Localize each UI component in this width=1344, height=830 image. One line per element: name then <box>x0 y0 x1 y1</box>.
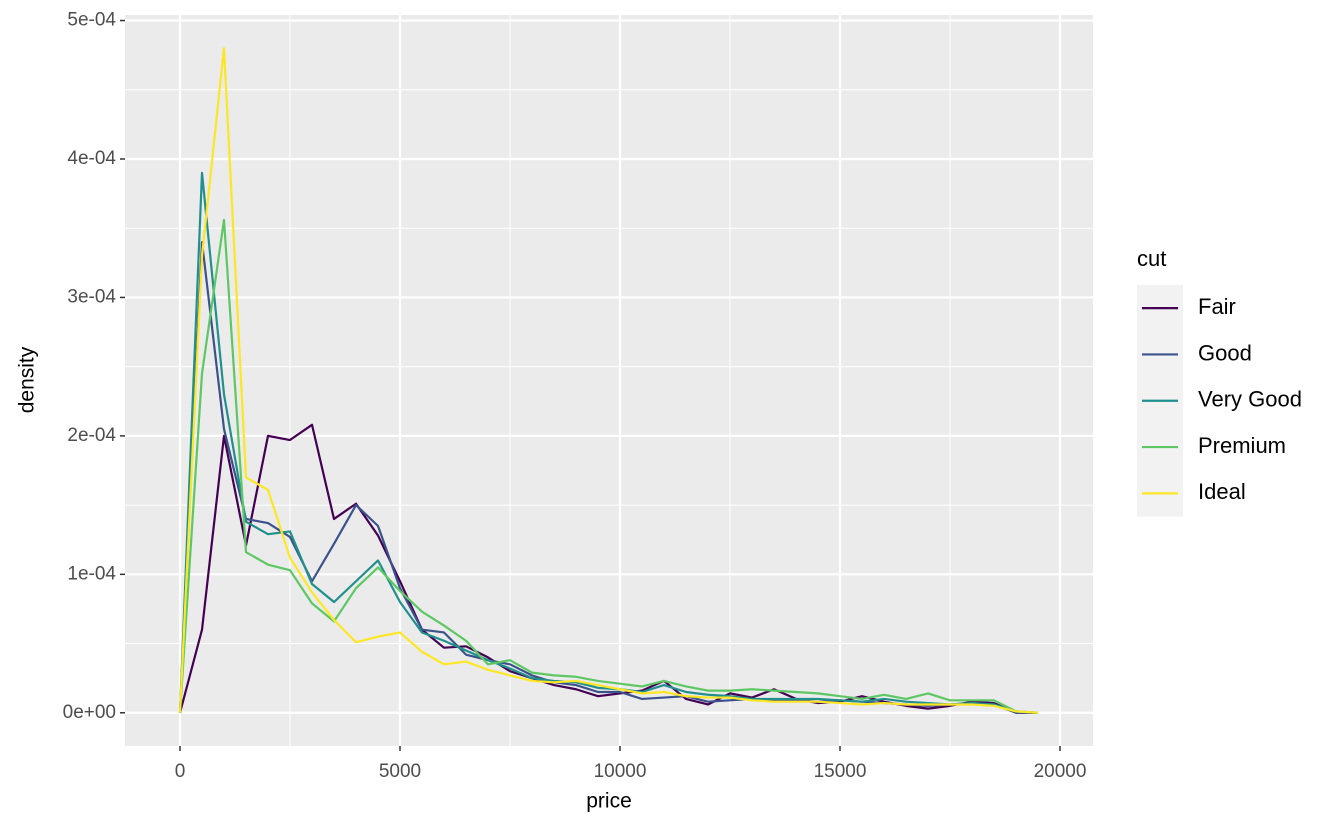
legend: Fair Good Very Good Premium Ideal <box>1137 285 1302 517</box>
x-tick-label: 5000 <box>379 761 421 782</box>
x-tick-label: 0 <box>175 761 186 782</box>
series-line <box>178 218 1039 714</box>
x-tick-label: 20000 <box>1034 761 1087 782</box>
panel <box>125 15 1093 746</box>
x-axis-title: price <box>586 790 632 813</box>
y-tick-label: 3e-04 <box>67 286 116 307</box>
y-tick-label: 1e-04 <box>67 563 116 584</box>
series-line <box>178 47 1039 714</box>
legend-label: Very Good <box>1198 387 1302 412</box>
x-tick-label: 10000 <box>594 761 647 782</box>
legend-label: Good <box>1198 340 1252 365</box>
x-tick-label: 15000 <box>814 761 867 782</box>
legend-label: Premium <box>1198 433 1286 458</box>
y-tick-label: 2e-04 <box>67 425 116 446</box>
y-tick-label: 5e-04 <box>67 10 116 31</box>
grid <box>125 15 1093 746</box>
y-tick-label: 0e+00 <box>63 702 116 723</box>
series-line <box>178 171 1039 714</box>
y-axis-title: density <box>16 346 39 413</box>
legend-label: Ideal <box>1198 479 1246 504</box>
y-tick-label: 4e-04 <box>67 148 116 169</box>
legend-title: cut <box>1137 246 1166 271</box>
legend-label: Fair <box>1198 294 1236 319</box>
lines <box>178 47 1039 714</box>
